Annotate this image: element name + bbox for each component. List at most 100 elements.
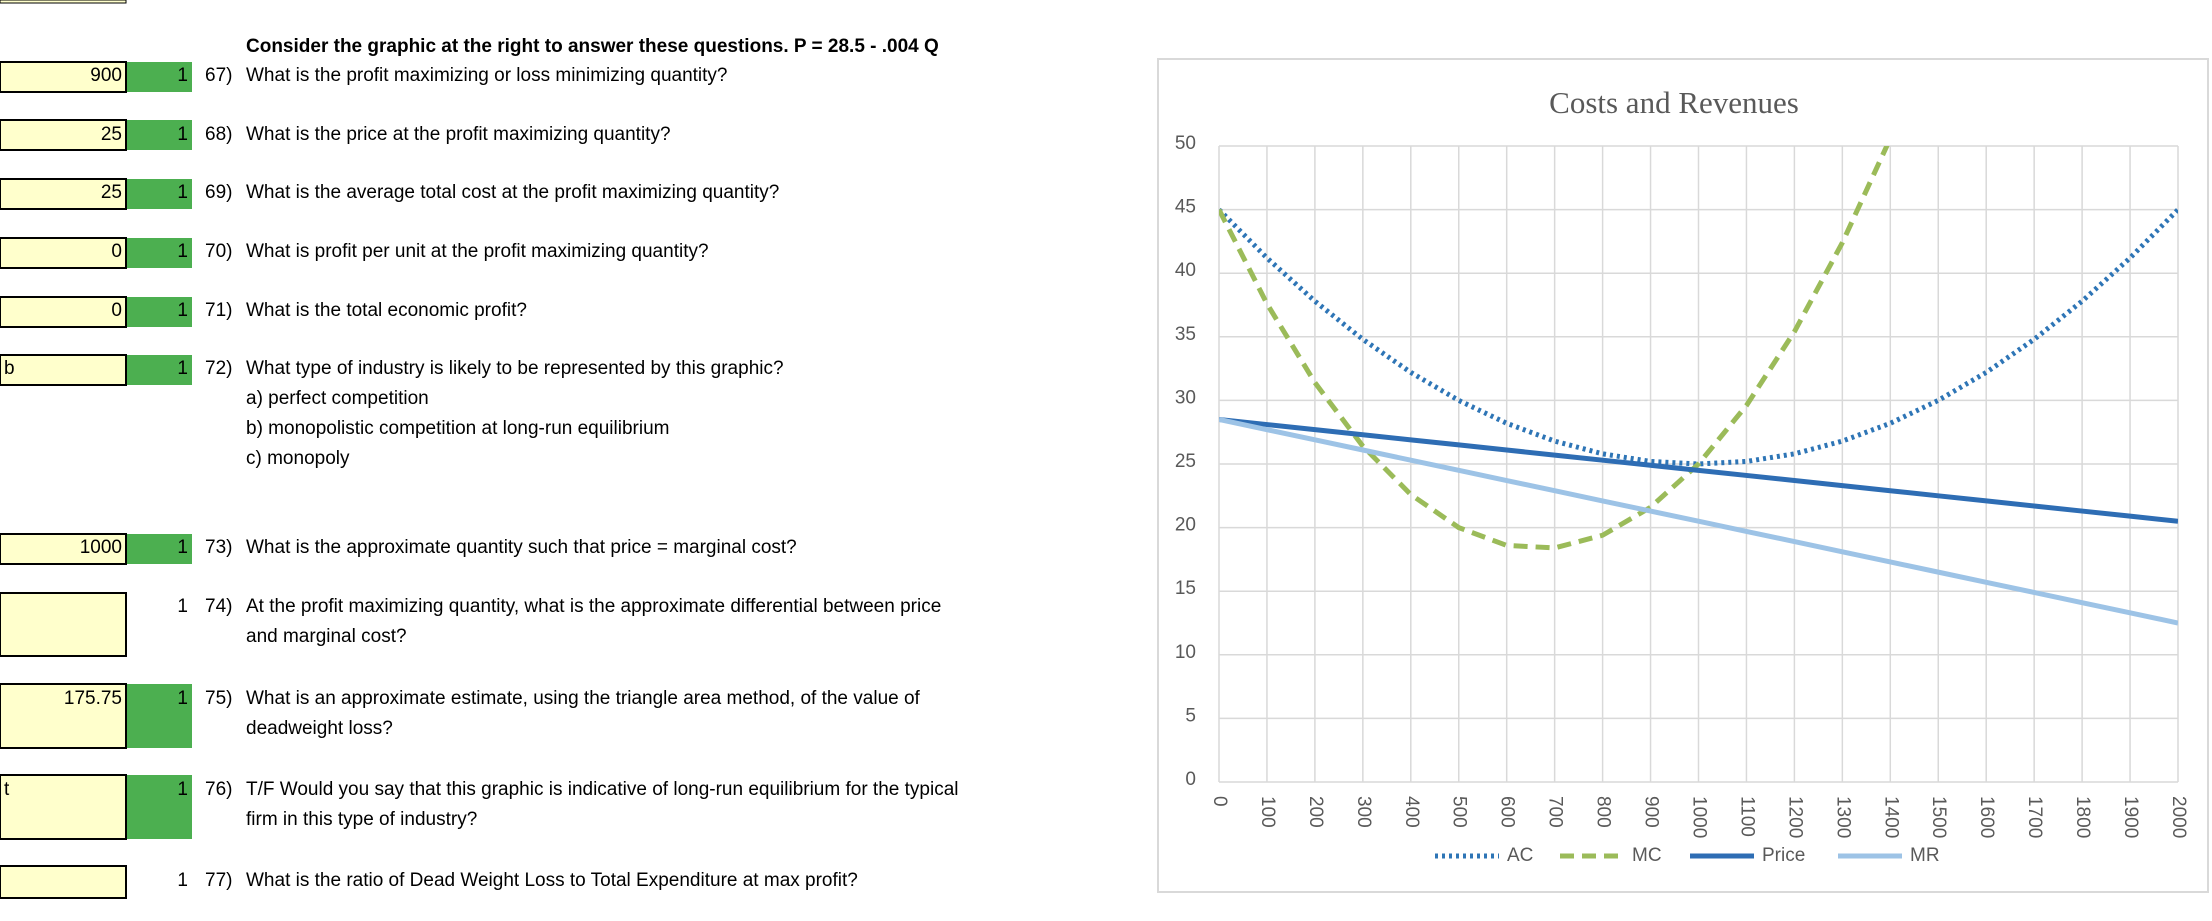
question-line: firm in this type of industry? — [246, 809, 477, 830]
question-number: 69) — [205, 182, 232, 203]
y-tick-label: 40 — [1175, 260, 1196, 281]
chart-title: Costs and Revenues — [1549, 85, 1799, 120]
legend-label: AC — [1507, 845, 1533, 866]
answer-cell — [0, 296, 127, 328]
score: 1 — [177, 300, 188, 321]
question-text: What is the profit maximizing or loss mi… — [246, 65, 728, 86]
question-text: What is the approximate quantity such th… — [246, 537, 797, 558]
question-line: c) monopoly — [246, 448, 350, 469]
score-cell — [127, 120, 192, 150]
question-number: 71) — [205, 300, 232, 321]
x-tick-label: 600 — [1497, 796, 1518, 828]
x-tick-label: 1500 — [1928, 796, 1949, 838]
answer: 0 — [111, 241, 122, 262]
answer-cell — [0, 61, 127, 93]
score-cell — [127, 297, 192, 327]
score-cell — [127, 62, 192, 92]
cell-fragment — [0, 0, 127, 4]
answer: b — [4, 358, 15, 379]
question-number: 72) — [205, 358, 232, 379]
question-text: At the profit maximizing quantity, what … — [246, 596, 941, 617]
x-tick-label: 500 — [1449, 796, 1470, 828]
question-line: and marginal cost? — [246, 626, 407, 647]
x-tick-label: 1400 — [1880, 796, 1901, 838]
answer: 25 — [101, 182, 122, 203]
series-line — [1219, 417, 2178, 626]
score-cell — [127, 238, 192, 268]
answer-cell — [0, 178, 127, 210]
legend-label: MR — [1910, 845, 1940, 866]
legend-label: Price — [1762, 845, 1805, 866]
question-number: 68) — [205, 124, 232, 145]
y-tick-label: 45 — [1175, 197, 1196, 218]
x-tick-label: 700 — [1545, 796, 1566, 828]
question-line: b) monopolistic competition at long-run … — [246, 418, 669, 439]
header: Consider the graphic at the right to ans… — [246, 36, 939, 57]
x-tick-label: 200 — [1305, 796, 1326, 828]
x-tick-label: 900 — [1641, 796, 1662, 828]
question-text: What is the ratio of Dead Weight Loss to… — [246, 870, 858, 891]
x-tick-label: 0 — [1209, 796, 1230, 807]
question-number: 75) — [205, 688, 232, 709]
y-tick-label: 30 — [1175, 387, 1196, 408]
series-line — [1219, 146, 1890, 551]
score: 1 — [177, 688, 188, 709]
answer-cell — [0, 683, 127, 749]
answer-cell — [0, 592, 127, 657]
question-text: What is an approximate estimate, using t… — [246, 688, 921, 709]
x-tick-label: 1200 — [1784, 796, 1805, 838]
plot — [1219, 146, 2178, 626]
answer: 0 — [111, 300, 122, 321]
answer: t — [4, 779, 10, 800]
answer-cell — [0, 533, 127, 565]
series-line — [1219, 416, 2178, 524]
y-tick-label: 10 — [1175, 642, 1196, 663]
x-tick-label: 800 — [1593, 796, 1614, 828]
question-number: 76) — [205, 779, 232, 800]
question-number: 67) — [205, 65, 232, 86]
x-tick-label: 100 — [1257, 796, 1278, 828]
answer-cell — [0, 354, 127, 386]
question-number: 74) — [205, 596, 232, 617]
score-cell — [127, 775, 192, 839]
question-line: deadweight loss? — [246, 718, 393, 739]
question-text: What is the total economic profit? — [246, 300, 527, 321]
score-cell — [127, 355, 192, 385]
score: 1 — [177, 596, 188, 617]
score: 1 — [177, 124, 188, 145]
question-text: What type of industry is likely to be re… — [246, 358, 784, 379]
x-tick-label: 1000 — [1688, 796, 1709, 838]
score: 1 — [177, 870, 188, 891]
question-text: What is the price at the profit maximizi… — [246, 124, 671, 145]
question-text: What is profit per unit at the profit ma… — [246, 241, 709, 262]
answer: 900 — [90, 65, 122, 86]
x-tick-label: 1900 — [2120, 796, 2141, 838]
y-tick-label: 0 — [1185, 769, 1196, 790]
x-tick-label: 2000 — [2168, 796, 2189, 838]
score-cell — [127, 534, 192, 564]
y-tick-label: 50 — [1175, 133, 1196, 154]
question-line: a) perfect competition — [246, 388, 429, 409]
answer-cell — [0, 119, 127, 151]
answer: 1000 — [80, 537, 122, 558]
score: 1 — [177, 182, 188, 203]
score: 1 — [177, 779, 188, 800]
y-tick-label: 5 — [1185, 705, 1196, 726]
answer-cell — [0, 774, 127, 840]
score-cell — [127, 684, 192, 748]
answer-cell — [0, 865, 127, 899]
question-number: 70) — [205, 241, 232, 262]
score: 1 — [177, 241, 188, 262]
x-tick-label: 300 — [1353, 796, 1374, 828]
answer: 175.75 — [64, 688, 122, 709]
y-tick-label: 20 — [1175, 515, 1196, 536]
x-tick-label: 1100 — [1736, 796, 1757, 837]
question-number: 73) — [205, 537, 232, 558]
x-tick-label: 1600 — [1976, 796, 1997, 838]
question-text: T/F Would you say that this graphic is i… — [246, 779, 958, 800]
chart-area — [1157, 58, 2209, 893]
legend-label: MC — [1632, 845, 1662, 866]
score: 1 — [177, 65, 188, 86]
x-tick-label: 1800 — [2072, 796, 2093, 838]
